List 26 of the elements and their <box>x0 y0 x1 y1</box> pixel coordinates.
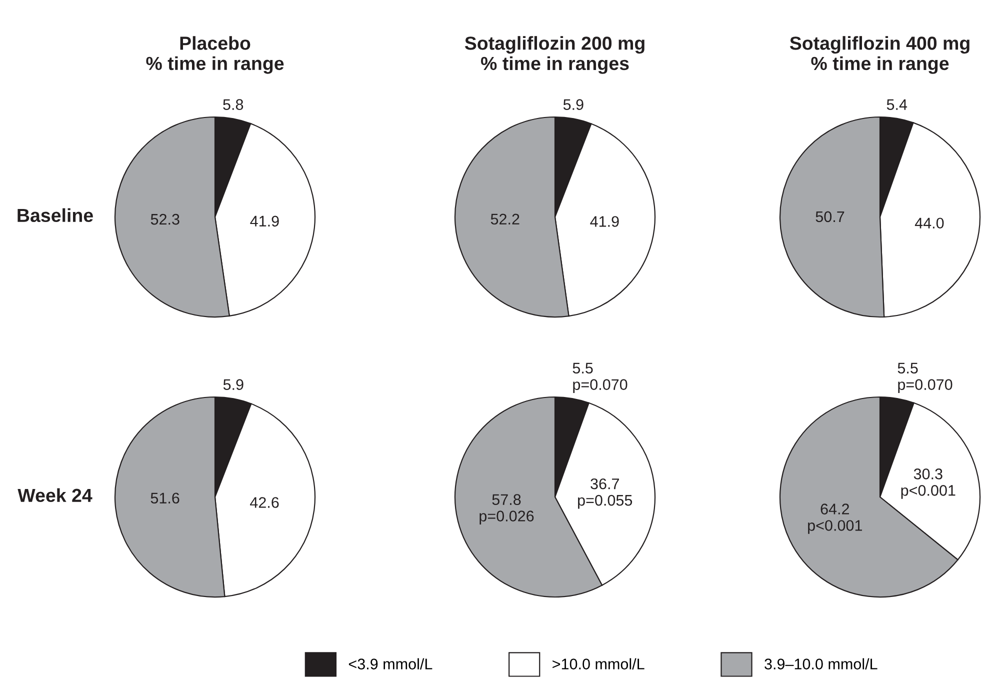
data-label: 5.5 p=0.070 <box>572 362 628 393</box>
chart-title: Sotagliflozin 200 mg % time in ranges <box>464 36 644 74</box>
data-label: 41.9 <box>250 216 279 227</box>
data-label: 44.0 <box>914 218 944 229</box>
data-label: 5.5 p=0.070 <box>898 362 952 393</box>
data-label: 51.6 <box>150 492 180 504</box>
chart-title: Placebo % time in range <box>146 36 284 74</box>
data-label: 5.9 <box>223 379 244 390</box>
data-label: 52.2 <box>490 214 520 225</box>
legend-label: 3.9–10.0 mmol/L <box>764 658 878 670</box>
data-label: 5.9 <box>563 99 584 110</box>
legend-label: >10.0 mmol/L <box>552 658 644 670</box>
legend-label: <3.9 mmol/L <box>348 658 432 670</box>
chart-title: Sotagliflozin 400 mg % time in range <box>790 36 970 74</box>
data-label: 50.7 <box>816 211 844 222</box>
data-label: 36.7 p=0.055 <box>578 478 632 509</box>
data-label: 57.8 p=0.026 <box>480 494 534 524</box>
data-label: 64.2 p<0.001 <box>808 504 862 534</box>
text: Week 24 <box>18 488 92 502</box>
data-label: 42.6 <box>250 497 279 508</box>
text: Baseline <box>18 208 93 222</box>
data-label: 52.3 <box>150 214 180 225</box>
data-label: 30.3 p<0.001 <box>901 468 956 499</box>
data-label: 5.4 <box>886 99 908 110</box>
data-label: 5.8 <box>223 99 244 110</box>
data-label: 41.9 <box>590 216 619 227</box>
